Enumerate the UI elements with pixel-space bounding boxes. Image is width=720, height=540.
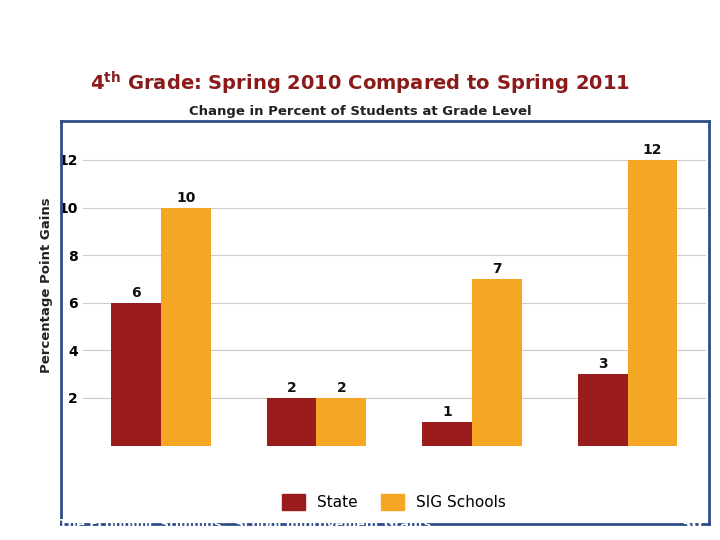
Bar: [628, 160, 678, 446]
Legend: State, SIG Schools: State, SIG Schools: [276, 488, 512, 516]
Text: Emerging Results from Round 1 Grantees: Emerging Results from Round 1 Grantees: [84, 22, 636, 46]
Bar: [316, 398, 366, 446]
Text: 10: 10: [176, 191, 195, 205]
Y-axis label: Percentage Point Gains: Percentage Point Gains: [40, 197, 53, 373]
Text: 12: 12: [643, 143, 662, 157]
Bar: [161, 207, 211, 446]
Text: 1: 1: [442, 405, 452, 419]
Text: ELA: ELA: [146, 457, 175, 471]
Bar: [111, 303, 161, 446]
Text: Science: Science: [442, 457, 502, 471]
Text: 2: 2: [336, 381, 346, 395]
Text: 2: 2: [287, 381, 297, 395]
Text: 4$^{\mathbf{th}}$ Grade: Spring 2010 Compared to Spring 2011: 4$^{\mathbf{th}}$ Grade: Spring 2010 Com…: [90, 70, 630, 97]
Text: 6: 6: [131, 286, 141, 300]
Text: 30: 30: [680, 517, 702, 532]
Bar: [266, 398, 316, 446]
Bar: [422, 422, 472, 446]
Text: 3: 3: [598, 357, 608, 371]
Text: Math: Math: [297, 457, 336, 471]
Text: Change in Percent of Students at Grade Level: Change in Percent of Students at Grade L…: [189, 105, 531, 118]
Text: Social Studies: Social Studies: [572, 457, 683, 471]
Bar: [577, 374, 628, 446]
Text: The Economic Stimulus:  School Improvement Grants: The Economic Stimulus: School Improvemen…: [59, 518, 431, 531]
Bar: [472, 279, 522, 445]
Text: 7: 7: [492, 262, 502, 276]
